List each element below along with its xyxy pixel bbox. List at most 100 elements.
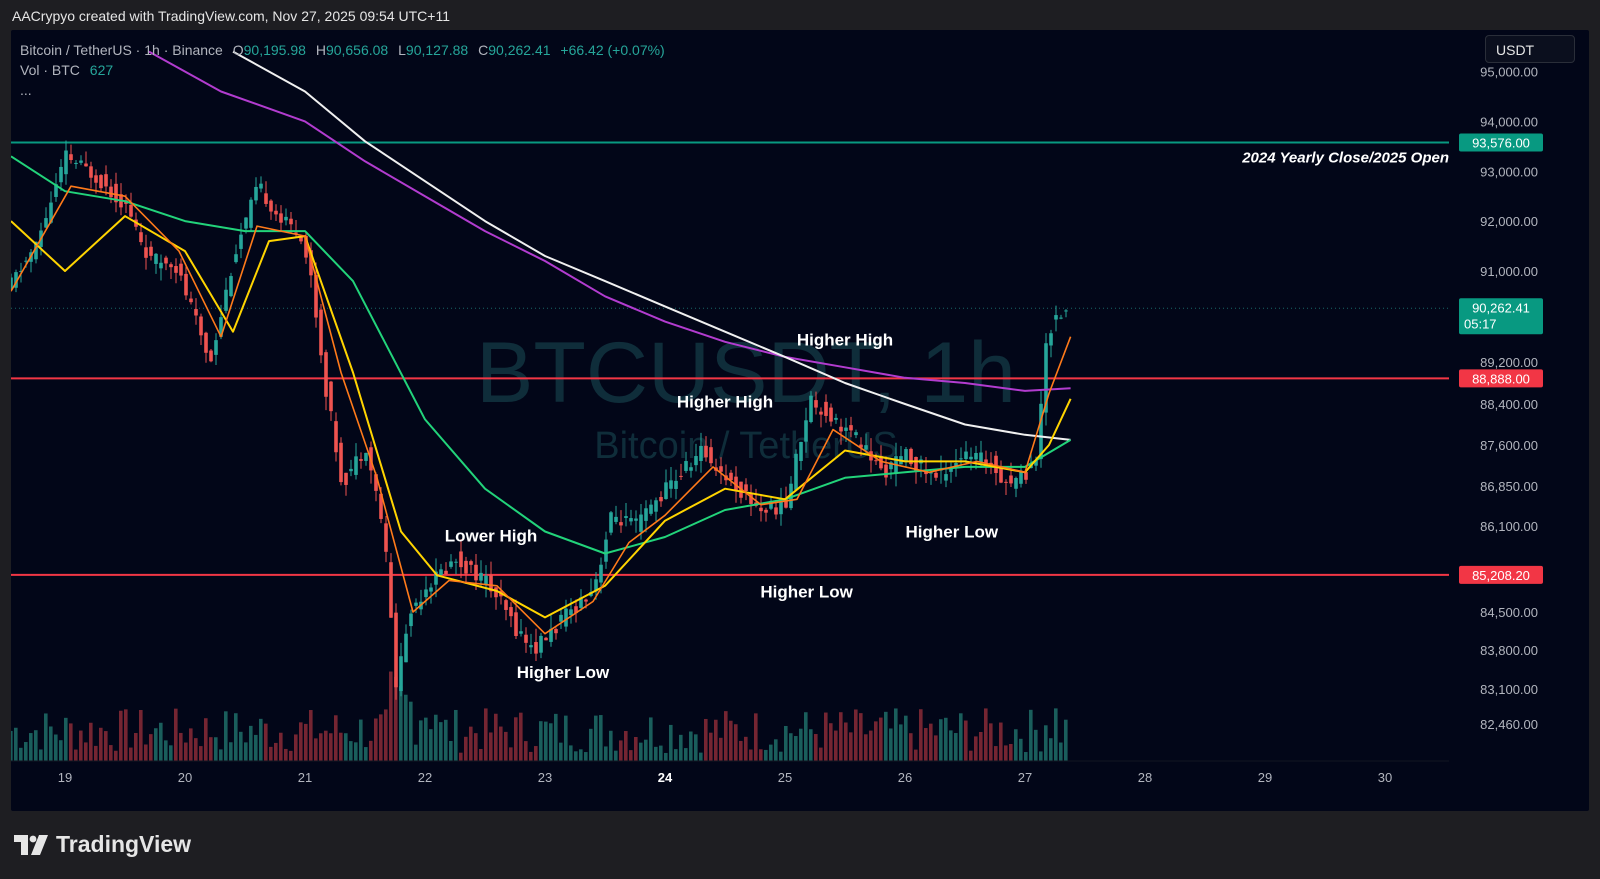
chart-panel[interactable]: BTCUSDT, 1h Bitcoin / TetherUS 95,000.00 94… xyxy=(11,30,1589,811)
candle-body xyxy=(1054,315,1058,320)
volume-bar xyxy=(959,713,963,761)
candle-body xyxy=(239,234,243,249)
volume-bar xyxy=(484,708,488,761)
volume-bar xyxy=(1024,752,1028,761)
candle-body xyxy=(99,175,103,189)
candle-body xyxy=(789,483,793,509)
candle-body xyxy=(319,309,323,356)
ema-slow-line[interactable] xyxy=(11,155,1072,555)
chart-annotation[interactable]: Higher High xyxy=(797,330,893,349)
candle-body xyxy=(479,572,483,581)
volume-bar xyxy=(209,737,213,761)
candle-body xyxy=(834,417,838,420)
candle-body xyxy=(639,514,643,532)
volume-bar xyxy=(54,734,58,761)
volume-bar xyxy=(914,749,918,761)
volume-bar xyxy=(684,748,688,761)
legend-more-button[interactable]: ... xyxy=(20,82,32,98)
volume-bar xyxy=(504,731,508,761)
candle-body xyxy=(334,421,338,453)
volume-bar xyxy=(244,742,248,761)
volume-bar xyxy=(424,717,428,761)
candle-body xyxy=(594,579,598,592)
chart-annotation[interactable]: Lower High xyxy=(445,526,538,545)
chart-annotation[interactable]: Higher Low xyxy=(760,582,853,601)
volume-bar xyxy=(919,709,923,761)
candle-body xyxy=(14,272,18,288)
candle-body xyxy=(569,609,573,616)
candle-body xyxy=(449,561,453,567)
currency-selector-button[interactable]: USDT xyxy=(1485,35,1575,63)
chart-annotation[interactable]: Higher High xyxy=(677,393,773,412)
volume-bar xyxy=(39,749,43,761)
candle-body xyxy=(709,447,713,464)
volume-bar xyxy=(349,741,353,761)
legend-high-label: H xyxy=(315,42,326,58)
ema-200-line[interactable] xyxy=(148,50,1071,392)
candle-body xyxy=(509,607,513,617)
time-axis-tick-label: 26 xyxy=(898,770,912,785)
volume-bar xyxy=(84,742,88,761)
candle-body xyxy=(459,551,463,568)
candle-body xyxy=(264,193,268,204)
sma-200-line[interactable] xyxy=(232,50,1071,441)
candle-body xyxy=(1009,475,1013,484)
candle-body xyxy=(84,163,88,167)
candle-body xyxy=(554,629,558,634)
candle-body xyxy=(339,442,343,483)
volume-bar xyxy=(79,730,83,761)
candle-body xyxy=(469,561,473,565)
candle-body xyxy=(829,407,833,422)
candle-body xyxy=(524,634,528,643)
price-level-label-bg xyxy=(1459,369,1543,388)
volume-bar xyxy=(429,729,433,761)
volume-bar xyxy=(279,732,283,761)
candle-body xyxy=(684,461,688,471)
candle-body xyxy=(769,500,773,509)
ema-fast-line[interactable] xyxy=(11,185,1072,635)
volume-bar xyxy=(924,728,928,761)
tradingview-logo[interactable]: TradingView xyxy=(14,831,191,858)
volume-bar xyxy=(304,723,308,761)
volume-bar xyxy=(269,746,273,761)
candle-body xyxy=(1044,343,1048,413)
chart-annotation[interactable]: Higher Low xyxy=(906,523,999,542)
candle-body xyxy=(734,476,738,492)
candle-body xyxy=(364,452,368,461)
time-axis-tick-label: 23 xyxy=(538,770,552,785)
chart-annotation[interactable]: Higher Low xyxy=(517,663,610,682)
volume-bar xyxy=(854,709,858,761)
volume-bar xyxy=(839,712,843,761)
price-axis-tick-label: 89,200.00 xyxy=(1480,355,1538,370)
volume-bar xyxy=(874,721,878,761)
volume-bar xyxy=(249,725,253,761)
volume-bar xyxy=(664,752,668,761)
candle-body xyxy=(11,277,13,289)
volume-bar xyxy=(889,728,893,761)
volume-bar xyxy=(619,740,623,761)
candle-body xyxy=(959,458,963,460)
volume-bar xyxy=(299,722,303,761)
candle-body xyxy=(484,575,488,585)
candle-body xyxy=(234,254,238,263)
volume-bar xyxy=(259,718,263,761)
volume-bar xyxy=(319,733,323,761)
volume-bar xyxy=(1004,745,1008,761)
candle-body xyxy=(179,263,183,276)
candle-body xyxy=(679,475,683,477)
legend-volume-label[interactable]: Vol · BTC xyxy=(20,62,80,78)
candle-body xyxy=(659,497,663,502)
legend-symbol[interactable]: Bitcoin / TetherUS · 1h · Binance xyxy=(20,42,223,58)
ema-mid-line[interactable] xyxy=(11,215,1072,619)
price-axis-tick-label: 82,460.00 xyxy=(1480,717,1538,732)
candle-body xyxy=(424,589,428,598)
volume-bar xyxy=(864,734,868,761)
candle-body xyxy=(704,445,708,458)
volume-bar xyxy=(674,749,678,761)
candle-body xyxy=(229,276,233,297)
volume-bar xyxy=(859,713,863,761)
legend-change: +66.42 (+0.07%) xyxy=(560,42,665,58)
time-axis-tick-label: 30 xyxy=(1378,770,1392,785)
candle-body xyxy=(819,411,823,415)
